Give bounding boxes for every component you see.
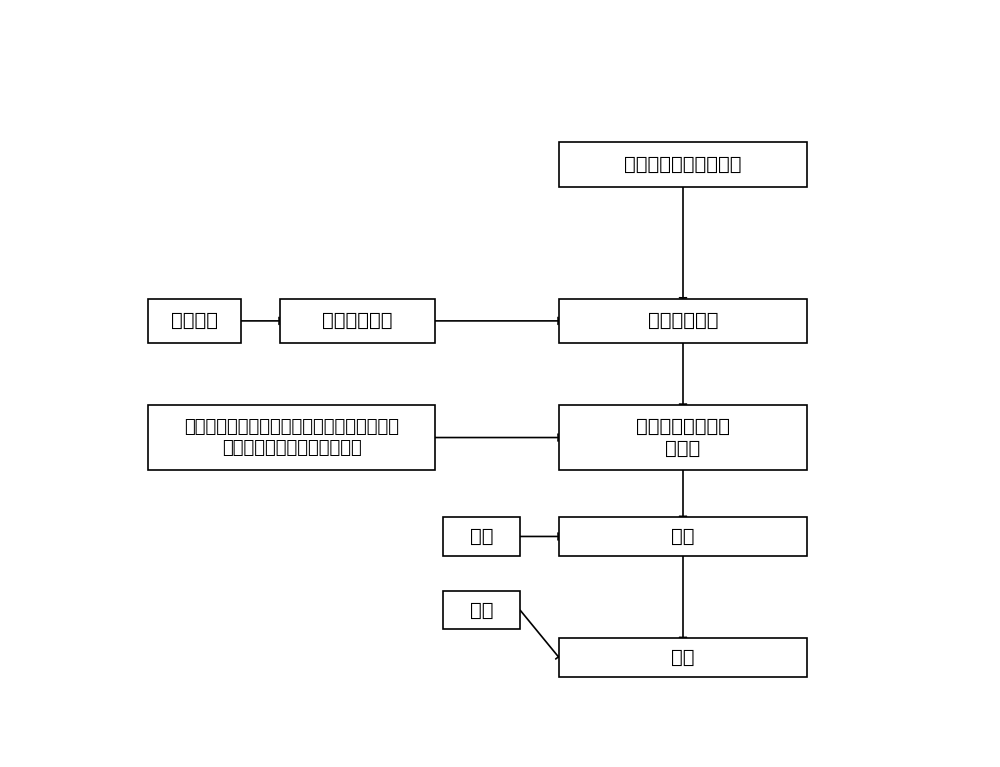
Text: 检验: 检验 [470,527,493,546]
Text: 粉碎: 粉碎 [470,601,493,620]
Bar [559,142,807,186]
Bar [148,299,241,343]
Text: 成品: 成品 [671,648,695,667]
Text: 混合菌液和水、底
物发酵: 混合菌液和水、底 物发酵 [636,417,730,458]
Text: 斜面菌种: 斜面菌种 [171,311,218,331]
Text: 烘干: 烘干 [671,527,695,546]
Text: 二级增菌培养基的配置: 二级增菌培养基的配置 [624,155,742,174]
Bar [443,591,520,630]
Bar [148,405,435,470]
Bar [559,638,807,676]
Bar [443,517,520,555]
Bar [559,517,807,555]
Text: 一级增菌培养: 一级增菌培养 [322,311,393,331]
Text: 二级增菌培养: 二级增菌培养 [648,311,718,331]
Bar [559,405,807,470]
Text: 以玉米粉、麸皮、棉粕、豆粕、油菜粕、营养
盐、亚硒酸盐配制发酵新底物: 以玉米粉、麸皮、棉粕、豆粕、油菜粕、营养 盐、亚硒酸盐配制发酵新底物 [184,418,399,457]
Bar [559,299,807,343]
Bar [280,299,435,343]
